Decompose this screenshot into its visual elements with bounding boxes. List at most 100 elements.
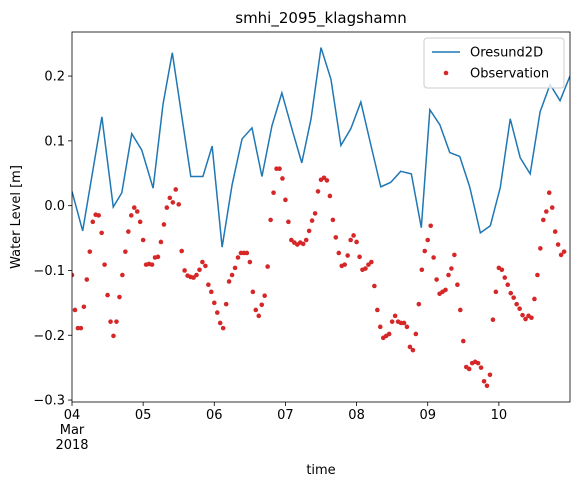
y-tick-label: −0.2 — [33, 329, 65, 344]
scatter-point — [404, 324, 410, 330]
scatter-point — [182, 268, 187, 273]
scatter-point — [108, 319, 113, 324]
scatter-point — [194, 272, 199, 278]
scatter-point — [386, 331, 392, 337]
scatter-point — [286, 219, 291, 225]
scatter-point — [511, 295, 516, 300]
scatter-point — [78, 325, 84, 331]
legend-label: Oresund2D — [470, 46, 543, 61]
scatter-point — [372, 283, 377, 289]
scatter-point — [455, 282, 460, 288]
scatter-point — [428, 223, 434, 229]
scatter-point — [369, 259, 374, 265]
x-tick-label: 09 — [419, 408, 436, 423]
scatter-point — [117, 294, 122, 300]
scatter-point — [375, 307, 380, 313]
scatter-point — [96, 213, 101, 218]
scatter-point — [164, 205, 170, 210]
scatter-point — [363, 266, 368, 271]
scatter-point — [342, 262, 347, 267]
scatter-point — [197, 267, 202, 273]
scatter-point — [413, 331, 419, 337]
scatter-point — [348, 237, 353, 243]
scatter-point — [434, 277, 439, 282]
scatter-point — [120, 272, 125, 278]
scatter-point — [170, 200, 176, 205]
scatter-point — [131, 205, 137, 210]
scatter-point — [410, 347, 416, 353]
scatter-point — [351, 233, 356, 238]
scatter-point — [265, 264, 270, 269]
scatter-point — [72, 307, 78, 313]
scatter-point — [460, 338, 466, 344]
scatter-point — [493, 289, 499, 295]
scatter-point — [555, 242, 561, 247]
scatter-point — [407, 344, 413, 350]
scatter-point — [126, 229, 131, 234]
scatter-point — [517, 306, 522, 311]
y-tick-label: 0.0 — [44, 199, 65, 214]
scatter-point — [306, 228, 312, 234]
scatter-point — [250, 289, 256, 295]
scatter-point — [289, 237, 294, 243]
scatter-point — [81, 304, 87, 310]
scatter-point — [114, 319, 119, 324]
scatter-point — [87, 249, 93, 254]
scatter-point — [84, 277, 90, 282]
scatter-point — [529, 315, 534, 321]
scatter-point — [330, 217, 336, 223]
scatter-point — [167, 195, 173, 201]
scatter-point — [217, 320, 223, 326]
scatter-point — [327, 193, 333, 199]
scatter-point — [490, 317, 496, 323]
scatter-point — [508, 290, 514, 296]
scatter-point — [523, 316, 528, 322]
scatter-point — [173, 187, 179, 192]
scatter-point — [544, 209, 549, 214]
scatter-point — [315, 189, 321, 194]
chart-title: smhi_2095_klagshamn — [235, 9, 406, 28]
scatter-point — [229, 272, 235, 278]
scatter-point — [541, 217, 546, 223]
scatter-point — [123, 249, 128, 254]
scatter-point — [487, 372, 493, 378]
scatter-point — [149, 262, 155, 267]
scatter-point — [354, 239, 359, 245]
scatter-point — [128, 213, 134, 218]
scatter-point — [244, 250, 250, 256]
y-tick-label: 0.2 — [44, 70, 65, 85]
scatter-point — [452, 252, 457, 258]
scatter-point — [303, 237, 309, 243]
scatter-point — [502, 275, 508, 280]
scatter-point — [300, 241, 306, 247]
scatter-point — [549, 205, 555, 210]
x-axis-label: time — [306, 463, 335, 478]
scatter-point — [309, 218, 315, 223]
scatter-point — [446, 272, 451, 278]
scatter-point — [377, 324, 383, 330]
scatter-point — [223, 301, 229, 307]
x-tick-label: 10 — [491, 408, 508, 423]
x-tick-label: 04 Mar 2018 — [55, 408, 88, 453]
scatter-point — [333, 235, 339, 240]
scatter-point — [235, 255, 241, 260]
scatter-point — [558, 252, 564, 258]
scatter-point — [552, 229, 558, 234]
scatter-point — [478, 365, 484, 370]
scatter-point — [475, 360, 481, 366]
x-tick-label: 06 — [206, 408, 223, 423]
scatter-point — [161, 222, 167, 227]
scatter-point — [253, 307, 259, 313]
scatter-point — [90, 219, 96, 225]
y-tick-label: 0.1 — [44, 134, 65, 149]
scatter-point — [203, 263, 208, 269]
scatter-point — [345, 253, 350, 258]
scatter-point — [226, 279, 232, 284]
scatter-point — [256, 313, 262, 319]
scatter-point — [268, 217, 273, 223]
scatter-point — [220, 325, 226, 331]
legend-marker — [443, 70, 449, 76]
scatter-point — [200, 259, 205, 265]
scatter-point — [271, 190, 276, 196]
scatter-point — [532, 296, 537, 302]
